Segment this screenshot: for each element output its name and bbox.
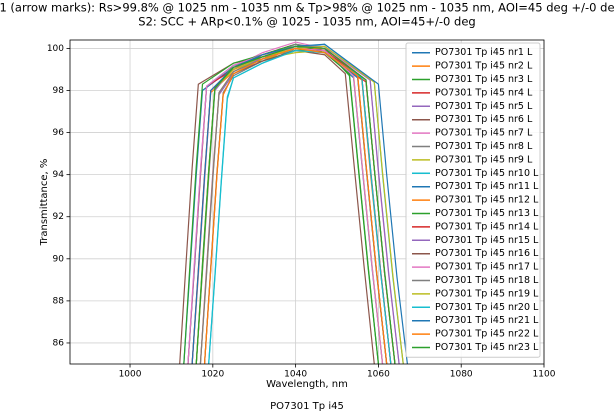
legend-label: PO7301 Tp i45 nr13 L <box>435 208 539 219</box>
chart-subtitle: S2: SCC + ARp<0.1% @ 1025 - 1035 nm, AOI… <box>138 15 475 29</box>
legend-box <box>405 42 541 358</box>
x-tick-label: 1020 <box>201 370 224 380</box>
y-axis-label: Transmittance, % <box>39 159 50 247</box>
legend-label: PO7301 Tp i45 nr11 L <box>435 181 539 192</box>
plot-lines <box>179 41 408 364</box>
legend-label: PO7301 Tp i45 nr23 L <box>435 342 539 353</box>
series-line <box>187 47 384 364</box>
y-tick-label: 92 <box>53 212 64 222</box>
y-tick-label: 98 <box>53 86 65 96</box>
legend-label: PO7301 Tp i45 nr2 L <box>435 61 533 72</box>
series-line <box>191 43 408 364</box>
legend-label: PO7301 Tp i45 nr20 L <box>435 302 539 313</box>
caption: PO7301 Tp i45 <box>270 401 344 412</box>
y-tick-label: 86 <box>53 338 65 348</box>
legend-label: PO7301 Tp i45 nr6 L <box>435 114 533 125</box>
series-line <box>191 47 392 364</box>
legend-label: PO7301 Tp i45 nr18 L <box>435 275 539 286</box>
x-tick-label: 1040 <box>284 370 307 380</box>
x-axis-label: Wavelength, nm <box>266 379 348 390</box>
plot-frame <box>69 39 545 365</box>
legend-label: PO7301 Tp i45 nr7 L <box>435 128 533 139</box>
legend-label: PO7301 Tp i45 nr10 L <box>435 168 539 179</box>
series-line <box>187 45 388 364</box>
y-tick-label: 90 <box>53 254 65 264</box>
legend-label: PO7301 Tp i45 nr12 L <box>435 195 539 206</box>
series-line <box>195 45 404 364</box>
legend-label: PO7301 Tp i45 nr5 L <box>435 101 533 112</box>
legend-label: PO7301 Tp i45 nr3 L <box>435 74 533 85</box>
y-tick-label: 94 <box>53 170 65 180</box>
series-line <box>208 49 392 364</box>
legend: PO7301 Tp i45 nr1 L PO7301 Tp i45 nr2 L PO… <box>405 42 541 358</box>
series-line <box>195 49 384 364</box>
legend-label: PO7301 Tp i45 nr15 L <box>435 235 539 246</box>
x-tick-label: 1060 <box>367 370 390 380</box>
series-line <box>183 43 380 364</box>
y-tick-label: 96 <box>53 128 65 138</box>
x-tick-label: 1100 <box>533 370 556 380</box>
x-tick-label: 1080 <box>450 370 473 380</box>
legend-label: PO7301 Tp i45 nr22 L <box>435 329 539 340</box>
series-line <box>179 49 375 364</box>
legend-label: PO7301 Tp i45 nr16 L <box>435 248 539 259</box>
y-tick-label: 88 <box>53 296 65 306</box>
series-line <box>191 45 392 364</box>
legend-label: PO7301 Tp i45 nr8 L <box>435 141 533 152</box>
chart-title: S1 (arrow marks): Rs>99.8% @ 1025 nm - 1… <box>0 1 614 15</box>
series-line <box>183 47 384 364</box>
legend-label: PO7301 Tp i45 nr21 L <box>435 315 539 326</box>
legend-label: PO7301 Tp i45 nr9 L <box>435 154 533 165</box>
y-tick-label: 100 <box>47 44 64 54</box>
x-tick-label: 1000 <box>119 370 142 380</box>
legend-label: PO7301 Tp i45 nr1 L <box>435 47 533 58</box>
series-line <box>203 47 388 364</box>
legend-label: PO7301 Tp i45 nr17 L <box>435 262 539 273</box>
series-line <box>195 45 396 364</box>
legend-label: PO7301 Tp i45 nr4 L <box>435 87 533 98</box>
legend-label: PO7301 Tp i45 nr19 L <box>435 288 539 299</box>
legend-label: PO7301 Tp i45 nr14 L <box>435 221 539 232</box>
